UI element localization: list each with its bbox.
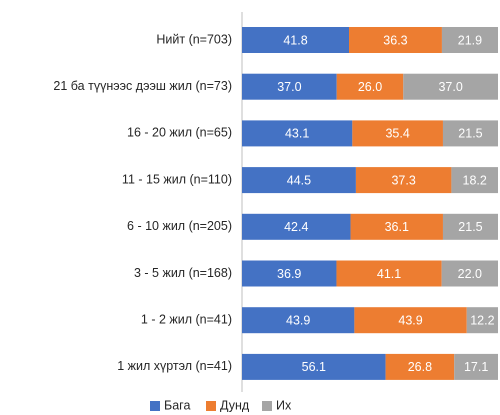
value-label: 22.0 (458, 267, 482, 281)
bar-segment (336, 260, 442, 287)
legend-swatch (262, 401, 272, 411)
value-label: 35.4 (385, 127, 409, 141)
bar-segment (242, 307, 355, 334)
bar-segment (336, 73, 404, 100)
value-label: 43.1 (285, 127, 309, 141)
bar-segment (442, 120, 498, 147)
value-label: 44.5 (287, 173, 311, 187)
bar-segment (242, 167, 356, 194)
value-label: 43.9 (398, 313, 422, 327)
value-label: 37.0 (438, 80, 462, 94)
bar-segment (442, 213, 498, 240)
value-label: 36.1 (385, 220, 409, 234)
value-label: 18.2 (463, 173, 487, 187)
category-label: 16 - 20 жил (n=65) (127, 126, 232, 140)
value-label: 12.2 (470, 313, 494, 327)
bar-segment (355, 167, 452, 194)
legend-label: Их (276, 398, 292, 412)
bar-segment (441, 260, 498, 287)
value-label: 42.4 (284, 220, 308, 234)
bar-segment (441, 27, 498, 53)
value-label: 56.1 (302, 360, 326, 374)
value-label: 43.9 (286, 313, 310, 327)
bar-segment (242, 213, 351, 240)
value-label: 41.8 (283, 33, 307, 47)
bar-segment (354, 307, 467, 334)
value-label: 36.9 (277, 267, 301, 281)
bar-segment (403, 73, 498, 100)
bar-segment (349, 27, 442, 53)
value-label: 41.1 (377, 267, 401, 281)
bar-segment (451, 167, 498, 194)
category-label: 11 - 15 жил (n=110) (122, 172, 232, 186)
bar-segment (242, 260, 337, 287)
value-label: 36.3 (383, 33, 407, 47)
category-label: Нийт (n=703) (156, 32, 232, 46)
bar-segment (350, 213, 443, 240)
value-label: 26.0 (358, 80, 382, 94)
bar-segment (466, 307, 498, 334)
bar-segment (352, 120, 443, 147)
legend-swatch (206, 401, 216, 411)
legend-swatch (150, 401, 160, 411)
category-label: 6 - 10 жил (n=205) (127, 219, 232, 233)
bar-segment (242, 27, 350, 53)
value-label: 21.5 (458, 127, 482, 141)
value-label: 21.5 (458, 220, 482, 234)
category-label: 1 - 2 жил (n=41) (141, 312, 232, 326)
value-label: 37.3 (391, 173, 415, 187)
category-label: 3 - 5 жил (n=168) (134, 266, 232, 280)
legend-label: Дунд (220, 398, 250, 412)
legend-label: Бага (164, 398, 190, 412)
value-label: 21.9 (458, 33, 482, 47)
bar-segment (454, 353, 498, 380)
bar-segment (242, 353, 386, 380)
value-label: 37.0 (277, 80, 301, 94)
value-label: 26.8 (408, 360, 432, 374)
category-label: 1 жил хүртэл (n=41) (117, 359, 232, 373)
category-label: 21 ба түүнээс дээш жил (n=73) (53, 79, 232, 93)
bar-segment (242, 73, 337, 100)
value-label: 17.1 (464, 360, 488, 374)
bar-segment (242, 120, 353, 147)
bar-segment (385, 353, 455, 380)
